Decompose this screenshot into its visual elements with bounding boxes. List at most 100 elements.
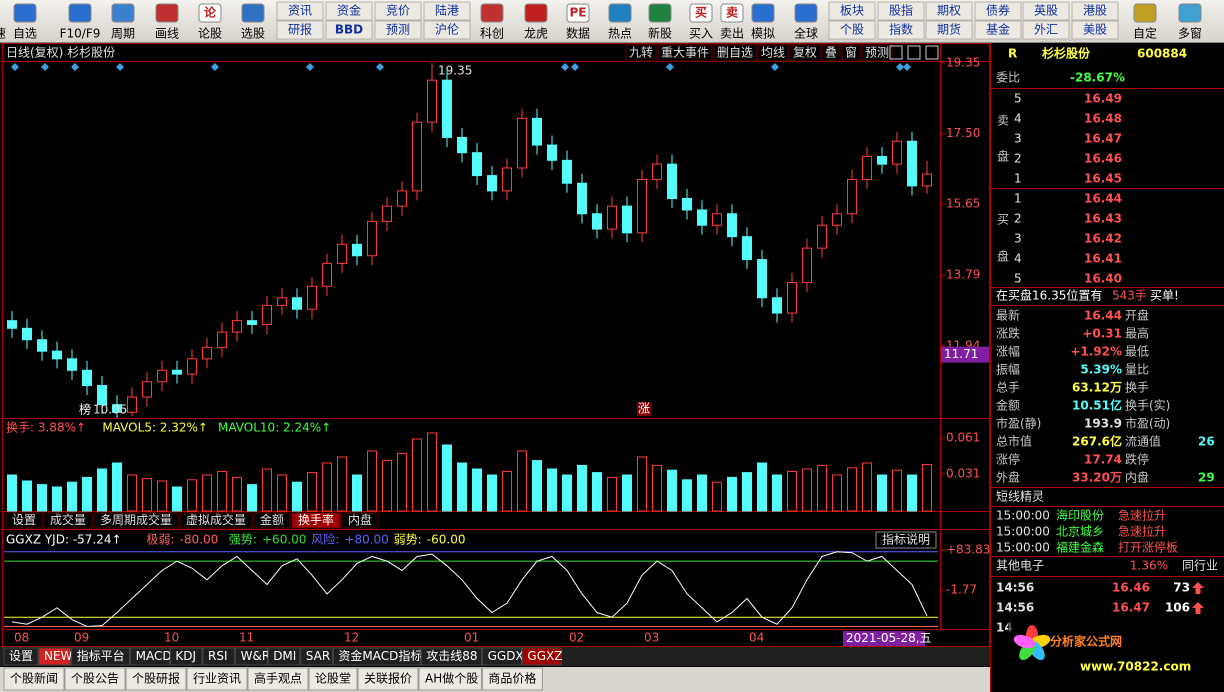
toolbar-label[interactable]: 数据 (566, 26, 590, 41)
event-marker[interactable] (561, 63, 569, 71)
tab-label[interactable]: 多周期成交量 (100, 512, 172, 527)
toolbar-icon[interactable] (608, 3, 632, 23)
event-marker[interactable] (666, 63, 674, 71)
tab-label[interactable]: RSI (208, 649, 228, 663)
header-icon[interactable] (907, 45, 921, 60)
event-marker[interactable] (116, 63, 124, 71)
news-tab-label[interactable]: AH做个股 (425, 671, 478, 686)
tab-label[interactable]: W&R (241, 649, 271, 663)
tab[interactable] (169, 647, 203, 666)
toolbar-button[interactable] (925, 1, 973, 21)
toolbar-label[interactable]: 指数 (889, 22, 913, 37)
toolbar-label[interactable]: F10/F9 (60, 27, 101, 41)
toolbar-label[interactable]: 热点 (608, 27, 632, 41)
toolbar-label[interactable]: 资金 (337, 3, 361, 18)
toolbar-label[interactable]: 陆港 (435, 3, 459, 18)
toolbar-label[interactable]: 自定 (1133, 26, 1157, 41)
event-marker[interactable] (71, 63, 79, 71)
header-button[interactable] (625, 44, 657, 62)
toolbar-button[interactable] (1022, 1, 1070, 21)
tab-label[interactable]: MACD (136, 649, 172, 663)
header-button-label[interactable]: 预测 (865, 46, 889, 60)
header-button[interactable] (841, 44, 861, 62)
toolbar-label[interactable]: 债券 (986, 3, 1010, 18)
tab[interactable] (3, 647, 39, 666)
tab-label[interactable]: GGXZ (527, 649, 562, 663)
header-button-label[interactable]: 窗 (845, 46, 857, 60)
toolbar-label[interactable]: 画线 (155, 27, 179, 41)
toolbar-icon[interactable] (13, 3, 37, 23)
toolbar-label[interactable]: 龙虎 (524, 27, 548, 41)
toolbar-icon[interactable] (1133, 3, 1157, 23)
tab[interactable] (71, 647, 131, 666)
help-label[interactable]: 指标说明 (882, 532, 930, 547)
news-tab-label[interactable]: 关联报价 (364, 671, 412, 686)
tab[interactable] (420, 647, 483, 666)
header-button[interactable] (713, 44, 757, 62)
toolbar-button[interactable] (1071, 1, 1119, 21)
toolbar-icon[interactable] (68, 3, 92, 23)
event-marker[interactable] (771, 63, 779, 71)
toolbar-icon[interactable] (720, 3, 744, 23)
toolbar-label[interactable]: 论股 (198, 27, 222, 41)
toolbar-label[interactable]: 研报 (288, 22, 312, 37)
toolbar-label[interactable]: 选股 (241, 27, 265, 41)
tab[interactable] (38, 647, 72, 666)
toolbar-label[interactable]: 沪伦 (435, 22, 459, 37)
toolbar-button[interactable] (276, 1, 324, 21)
toolbar-icon-text[interactable]: 论 (204, 5, 217, 20)
tab-label[interactable]: 金额 (260, 512, 284, 527)
toolbar-label[interactable]: 自选 (13, 27, 37, 41)
event-marker[interactable] (211, 63, 219, 71)
tab-label[interactable]: DMI (273, 649, 296, 663)
tab-label[interactable]: 虚拟成交量 (186, 512, 246, 527)
tab[interactable] (43, 512, 93, 529)
header-icon[interactable] (889, 45, 903, 60)
toolbar-label[interactable]: 个股 (840, 23, 864, 37)
toolbar-button[interactable] (374, 20, 422, 40)
tab[interactable] (253, 512, 291, 529)
toolbar-label[interactable]: 科创 (480, 27, 504, 41)
toolbar-label[interactable]: 外汇 (1034, 23, 1058, 37)
tab-label[interactable]: SAR (306, 649, 330, 663)
toolbar-label[interactable]: 买入 (689, 27, 713, 41)
header-button-label[interactable]: 删自选 (717, 46, 753, 60)
tab-label[interactable]: 设置 (9, 649, 33, 663)
news-tab[interactable] (418, 667, 482, 691)
event-marker[interactable] (306, 63, 314, 71)
header-button[interactable] (789, 44, 821, 62)
toolbar-label[interactable]: 卖出 (720, 27, 744, 41)
event-marker[interactable] (571, 63, 579, 71)
header-icon[interactable] (925, 45, 939, 60)
toolbar-icon-text[interactable]: 买 (695, 6, 707, 20)
tab-label[interactable]: 资金MACD指标 (338, 648, 422, 663)
toolbar-button[interactable] (877, 1, 925, 21)
tab[interactable] (93, 512, 179, 529)
news-tab[interactable] (3, 667, 65, 691)
toolbar-label[interactable]: 周期 (111, 27, 135, 41)
toolbar-icon[interactable] (524, 3, 548, 23)
toolbar-icon[interactable] (111, 3, 135, 23)
toolbar-button[interactable] (1071, 20, 1119, 40)
tab[interactable] (130, 647, 170, 666)
toolbar-button[interactable] (925, 20, 973, 40)
news-tab-label[interactable]: 商品价格 (488, 671, 536, 686)
tab[interactable] (521, 647, 562, 666)
toolbar-icon[interactable] (198, 3, 222, 23)
news-tab-label[interactable]: 个股公告 (71, 672, 119, 686)
toolbar-label[interactable]: 板块 (840, 4, 864, 18)
tab-label[interactable]: NEW (44, 649, 73, 663)
tab[interactable] (300, 647, 333, 666)
tab-label[interactable]: 攻击线88 (426, 649, 477, 663)
toolbar-label[interactable]: BBD (335, 23, 363, 37)
news-tab[interactable] (481, 667, 543, 691)
news-tab[interactable] (308, 667, 358, 691)
tab[interactable] (179, 512, 253, 529)
news-tab[interactable] (357, 667, 419, 691)
toolbar-button[interactable] (974, 1, 1022, 21)
help-button[interactable] (875, 531, 937, 549)
tab[interactable] (291, 512, 341, 529)
toolbar-label[interactable]: 预测 (386, 23, 410, 37)
toolbar-icon[interactable] (155, 3, 179, 23)
toolbar-button[interactable] (1022, 20, 1070, 40)
